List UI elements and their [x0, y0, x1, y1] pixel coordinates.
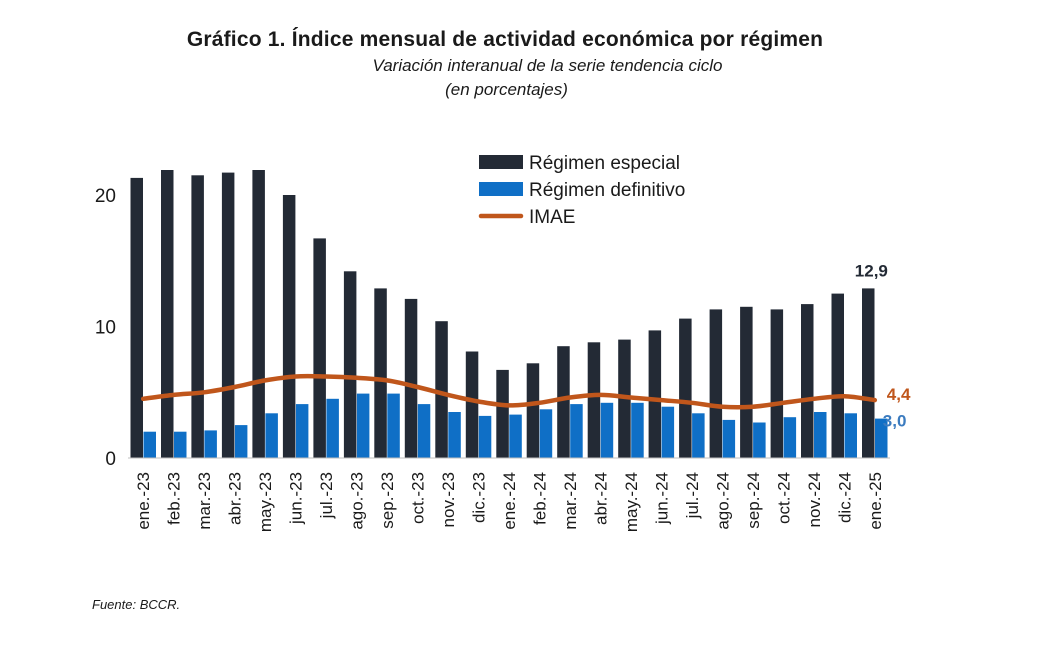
y-tick-label-10: 10: [95, 318, 116, 339]
bar-regimen-especial-0: [130, 177, 143, 458]
bar-regimen-especial-3: [221, 172, 235, 458]
bar-regimen-definitivo-16: [631, 402, 644, 458]
chart-subtitle: Variación interanual de la serie tendenc…: [372, 56, 723, 75]
x-tick-label-24: ene.-25: [866, 472, 885, 530]
bar-regimen-definitivo-7: [356, 393, 370, 458]
bar-regimen-especial-5: [282, 195, 296, 458]
bar-regimen-definitivo-23: [844, 413, 857, 458]
data-label-regimen-especial: 12,9: [855, 261, 888, 280]
bar-regimen-especial-21: [770, 309, 784, 458]
x-tick-label-4: may.-23: [256, 472, 275, 532]
bar-regimen-definitivo-19: [722, 419, 736, 458]
data-label-imae: 4,4: [887, 385, 911, 404]
bar-regimen-especial-22: [801, 304, 814, 458]
bar-regimen-definitivo-9: [417, 404, 431, 458]
bar-regimen-especial-4: [252, 170, 265, 458]
bar-regimen-definitivo-6: [326, 398, 339, 458]
bar-regimen-definitivo-11: [478, 415, 492, 458]
bar-regimen-definitivo-18: [692, 413, 705, 458]
x-tick-label-16: may.-24: [622, 472, 641, 532]
bar-regimen-definitivo-14: [570, 404, 583, 458]
bar-regimen-definitivo-17: [661, 406, 675, 458]
bar-regimen-definitivo-13: [539, 409, 553, 458]
x-tick-label-13: feb.-24: [531, 472, 550, 525]
legend-swatch-1: [479, 182, 523, 196]
bar-regimen-especial-18: [679, 318, 692, 458]
legend-label-1: Régimen definitivo: [529, 180, 685, 201]
x-tick-label-19: ago.-24: [713, 472, 732, 530]
bar-regimen-definitivo-12: [509, 414, 522, 458]
x-tick-label-7: ago.-23: [348, 472, 367, 530]
x-tick-label-3: abr.-23: [226, 472, 245, 525]
x-tick-label-1: feb.-23: [165, 472, 184, 525]
bar-regimen-especial-19: [709, 309, 723, 458]
line-imae: [140, 373, 878, 410]
legend-swatch-0: [479, 155, 523, 169]
x-tick-label-11: dic.-23: [470, 472, 489, 523]
bar-regimen-definitivo-20: [753, 422, 766, 458]
bar-regimen-especial-9: [404, 298, 418, 458]
x-tick-label-12: ene.-24: [500, 472, 519, 530]
bar-regimen-definitivo-4: [265, 413, 278, 458]
x-tick-label-2: mar.-23: [195, 472, 214, 530]
bar-regimen-definitivo-8: [387, 393, 400, 458]
x-tick-label-17: jun.-24: [652, 472, 671, 525]
x-tick-label-22: nov.-24: [805, 472, 824, 527]
y-tick-label-20: 20: [95, 186, 116, 207]
legend-label-2: IMAE: [529, 207, 575, 228]
y-tick-label-0: 0: [105, 449, 116, 470]
bar-regimen-especial-14: [557, 346, 570, 458]
x-tick-label-8: sep.-23: [378, 472, 397, 529]
data-label-regimen-definitivo: 3,0: [883, 412, 907, 431]
bar-regimen-definitivo-3: [234, 425, 248, 458]
bar-regimen-definitivo-5: [295, 404, 309, 458]
bar-regimen-especial-24: [862, 288, 875, 458]
legend-label-0: Régimen especial: [529, 153, 680, 174]
bar-regimen-especial-15: [587, 342, 601, 458]
bar-regimen-especial-6: [313, 238, 326, 458]
bar-regimen-definitivo-22: [814, 412, 827, 458]
chart-title: Gráfico 1. Índice mensual de actividad e…: [186, 28, 824, 51]
bar-regimen-especial-11: [465, 351, 479, 458]
x-tick-label-10: nov.-23: [439, 472, 458, 527]
bar-regimen-definitivo-2: [204, 430, 217, 458]
x-tick-label-20: sep.-24: [744, 472, 763, 529]
x-tick-label-14: mar.-24: [561, 472, 580, 530]
bar-regimen-definitivo-10: [448, 412, 461, 458]
bar-regimen-especial-20: [740, 306, 753, 458]
bar-regimen-especial-13: [526, 363, 540, 458]
source-note: Fuente: BCCR.: [92, 597, 181, 612]
bar-regimen-especial-23: [831, 293, 844, 458]
x-tick-label-15: abr.-24: [591, 472, 610, 525]
bar-regimen-especial-17: [648, 330, 662, 458]
bar-regimen-especial-10: [435, 321, 448, 458]
chart-units-note: (en porcentajes): [445, 80, 568, 99]
x-tick-label-23: dic.-24: [835, 472, 854, 523]
bar-regimen-especial-1: [161, 170, 174, 458]
bar-regimen-definitivo-24: [875, 418, 888, 459]
x-tick-label-9: oct.-23: [409, 472, 428, 524]
bar-regimen-especial-2: [191, 175, 204, 459]
bar-regimen-definitivo-15: [600, 402, 614, 458]
x-tick-label-21: oct.-24: [774, 472, 793, 524]
bar-regimen-especial-8: [374, 288, 387, 458]
x-tick-label-18: jul.-24: [683, 472, 702, 519]
bar-regimen-especial-7: [343, 271, 357, 458]
bar-regimen-definitivo-0: [143, 431, 156, 458]
x-tick-label-5: jun.-23: [287, 472, 306, 525]
x-tick-label-6: jul.-23: [317, 472, 336, 519]
bar-regimen-definitivo-21: [783, 417, 797, 458]
bar-regimen-definitivo-1: [174, 431, 187, 458]
x-tick-label-0: ene.-23: [134, 472, 153, 530]
bar-regimen-especial-12: [496, 369, 509, 458]
